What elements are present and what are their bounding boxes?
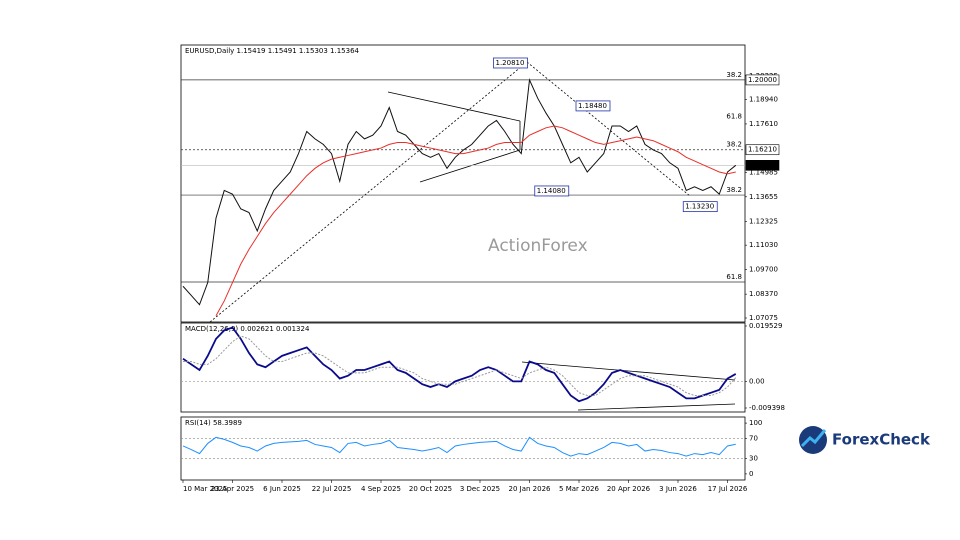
y-tick-label: 1.08370	[749, 290, 778, 298]
fib-label: 61.8	[726, 112, 742, 120]
logo-text: ForexCheck	[832, 431, 931, 449]
annotation-label: 1.14080	[537, 187, 566, 195]
y-tick-label: 70	[749, 434, 758, 442]
rsi-panel	[180, 416, 746, 481]
y-tick-label: 1.18940	[749, 95, 778, 103]
x-tick-label: 3 Jun 2026	[659, 485, 697, 493]
y-tick-label: 0.019529	[749, 322, 782, 330]
y-tick-label: 1.17610	[749, 120, 778, 128]
level-label: 1.20000	[748, 76, 777, 84]
x-tick-label: 4 Sep 2025	[361, 485, 401, 493]
panel-title: MACD(12,26,9) 0.002621 0.001324	[185, 325, 310, 333]
level-box	[745, 144, 780, 156]
level-label: 1.15364	[748, 161, 777, 169]
x-tick-label: 10 Mar 2025	[183, 485, 227, 493]
watermark: ActionForex	[488, 236, 588, 256]
x-tick-label: 3 Dec 2025	[460, 485, 500, 493]
x-tick-label: 17 Jul 2026	[708, 485, 748, 493]
logo-icon	[799, 426, 827, 454]
y-tick-label: 1.12325	[749, 217, 778, 225]
x-tick-label: 20 Apr 2026	[607, 485, 651, 493]
y-tick-label: 1.11030	[749, 241, 778, 249]
y-tick-label: 1.14985	[749, 168, 778, 176]
y-tick-label: 0.00	[749, 377, 765, 385]
y-tick-label: -0.009398	[749, 404, 785, 412]
annotation-label: 1.18480	[578, 102, 607, 110]
y-tick-label: 1.13655	[749, 193, 778, 201]
x-tick-label: 20 Oct 2025	[409, 485, 452, 493]
x-tick-label: 5 Mar 2026	[559, 485, 599, 493]
series-line	[182, 326, 737, 403]
x-tick-label: 20 Jan 2026	[509, 485, 552, 493]
macd-panel	[180, 322, 746, 413]
annotation-label: 1.20810	[496, 59, 525, 67]
annotation-box	[534, 185, 570, 197]
y-tick-label: 0	[749, 470, 753, 478]
annotation-box	[682, 201, 718, 213]
series-line	[182, 436, 736, 457]
level-box	[745, 160, 780, 171]
level-box	[745, 74, 780, 86]
y-tick-label: 100	[749, 419, 762, 427]
fib-label: 38.2	[726, 186, 742, 194]
price-panel	[180, 44, 746, 323]
fib-label: 38.2	[726, 141, 742, 149]
y-tick-label: 30	[749, 455, 758, 463]
fib-label: 38.2	[726, 71, 742, 79]
y-tick-label: 1.09700	[749, 266, 778, 274]
x-tick-label: 22 Jul 2025	[312, 485, 352, 493]
x-tick-label: 6 Jun 2025	[263, 485, 301, 493]
panel-title: EURUSD,Daily 1.15419 1.15491 1.15303 1.1…	[185, 47, 360, 55]
panel-title: RSI(14) 58.3989	[185, 419, 242, 427]
series-line	[182, 78, 737, 306]
annotation-box	[575, 100, 611, 112]
fib-label: 61.8	[726, 273, 742, 281]
x-tick-label: 23 Apr 2025	[211, 485, 254, 493]
series-line	[183, 335, 737, 397]
level-label: 1.16210	[748, 146, 777, 154]
series-line	[215, 125, 736, 316]
annotation-label: 1.13230	[685, 203, 714, 211]
trend-lines	[209, 61, 736, 411]
y-tick-label: 1.07075	[749, 314, 778, 322]
annotation-box	[493, 57, 528, 69]
